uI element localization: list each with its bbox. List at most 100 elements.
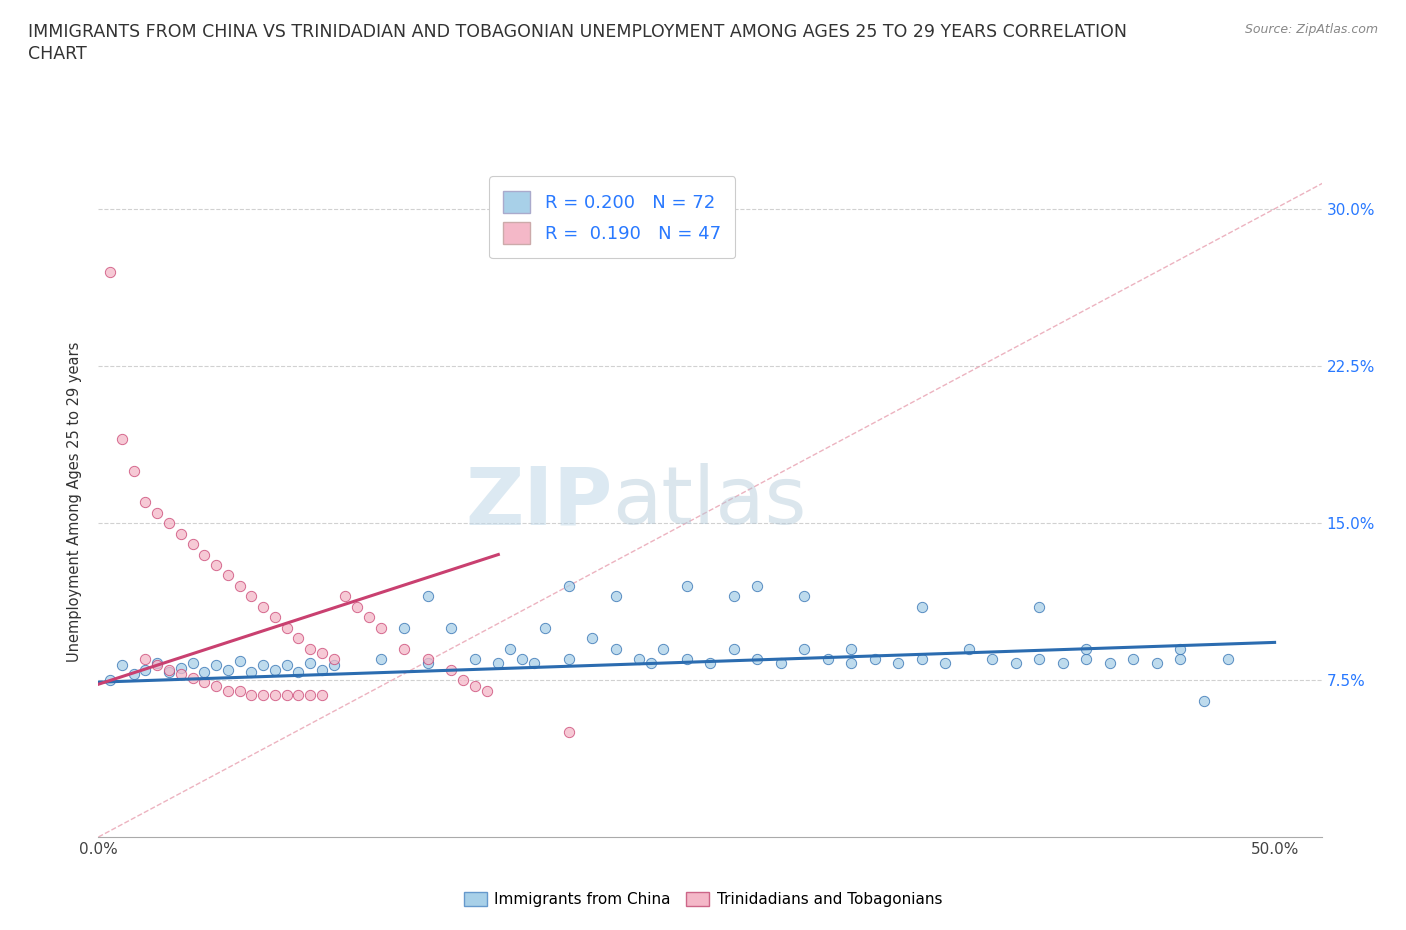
- Point: [134, 652, 156, 667]
- Point: [146, 658, 169, 673]
- Point: [98, 672, 121, 687]
- Point: [1098, 656, 1121, 671]
- Text: Source: ZipAtlas.com: Source: ZipAtlas.com: [1244, 23, 1378, 36]
- Point: [675, 578, 697, 593]
- Point: [217, 662, 239, 677]
- Point: [287, 631, 309, 645]
- Point: [122, 667, 145, 682]
- Point: [322, 652, 344, 667]
- Point: [228, 578, 250, 593]
- Point: [111, 432, 134, 447]
- Point: [134, 495, 156, 510]
- Point: [793, 589, 815, 604]
- Point: [486, 656, 509, 671]
- Point: [181, 671, 204, 685]
- Point: [263, 662, 285, 677]
- Point: [558, 652, 581, 667]
- Point: [252, 600, 274, 615]
- Point: [887, 656, 910, 671]
- Point: [451, 672, 474, 687]
- Point: [181, 537, 204, 551]
- Point: [228, 683, 250, 698]
- Point: [1076, 652, 1098, 667]
- Point: [464, 679, 486, 694]
- Point: [675, 652, 697, 667]
- Point: [299, 656, 322, 671]
- Point: [134, 662, 156, 677]
- Point: [1192, 694, 1215, 709]
- Point: [863, 652, 886, 667]
- Point: [263, 610, 285, 625]
- Point: [98, 265, 121, 280]
- Point: [475, 683, 498, 698]
- Point: [311, 662, 333, 677]
- Point: [157, 664, 180, 679]
- Point: [240, 687, 263, 702]
- Point: [252, 687, 274, 702]
- Point: [745, 652, 768, 667]
- Point: [558, 725, 581, 740]
- Point: [170, 526, 193, 541]
- Point: [793, 642, 815, 657]
- Point: [723, 589, 745, 604]
- Point: [276, 687, 298, 702]
- Point: [170, 660, 193, 675]
- Point: [605, 642, 627, 657]
- Point: [1076, 642, 1098, 657]
- Point: [392, 642, 416, 657]
- Point: [335, 589, 357, 604]
- Point: [146, 505, 169, 520]
- Point: [723, 642, 745, 657]
- Point: [839, 656, 862, 671]
- Point: [416, 652, 439, 667]
- Point: [440, 662, 463, 677]
- Point: [1052, 656, 1074, 671]
- Point: [1216, 652, 1239, 667]
- Point: [205, 658, 228, 673]
- Point: [699, 656, 721, 671]
- Point: [769, 656, 792, 671]
- Point: [1170, 642, 1192, 657]
- Point: [287, 687, 309, 702]
- Point: [263, 687, 285, 702]
- Point: [346, 600, 368, 615]
- Text: IMMIGRANTS FROM CHINA VS TRINIDADIAN AND TOBAGONIAN UNEMPLOYMENT AMONG AGES 25 T: IMMIGRANTS FROM CHINA VS TRINIDADIAN AND…: [28, 23, 1128, 41]
- Point: [276, 658, 298, 673]
- Point: [122, 463, 145, 478]
- Point: [252, 658, 274, 673]
- Point: [558, 578, 581, 593]
- Text: ZIP: ZIP: [465, 463, 612, 541]
- Point: [276, 620, 298, 635]
- Point: [510, 652, 533, 667]
- Point: [416, 656, 439, 671]
- Point: [299, 687, 322, 702]
- Point: [370, 620, 392, 635]
- Point: [981, 652, 1004, 667]
- Point: [1028, 600, 1050, 615]
- Point: [1146, 656, 1168, 671]
- Y-axis label: Unemployment Among Ages 25 to 29 years: Unemployment Among Ages 25 to 29 years: [67, 342, 83, 662]
- Point: [499, 642, 522, 657]
- Point: [370, 652, 392, 667]
- Point: [240, 664, 263, 679]
- Point: [416, 589, 439, 604]
- Point: [464, 652, 486, 667]
- Point: [311, 687, 333, 702]
- Point: [157, 662, 180, 677]
- Point: [1028, 652, 1050, 667]
- Legend: Immigrants from China, Trinidadians and Tobagonians: Immigrants from China, Trinidadians and …: [458, 885, 948, 913]
- Point: [228, 654, 250, 669]
- Point: [193, 547, 215, 562]
- Point: [311, 645, 333, 660]
- Point: [217, 683, 239, 698]
- Point: [1170, 652, 1192, 667]
- Point: [839, 642, 862, 657]
- Legend: R = 0.200   N = 72, R =  0.190   N = 47: R = 0.200 N = 72, R = 0.190 N = 47: [489, 177, 735, 259]
- Point: [240, 589, 263, 604]
- Point: [581, 631, 603, 645]
- Point: [193, 675, 215, 690]
- Point: [1122, 652, 1144, 667]
- Point: [628, 652, 651, 667]
- Point: [745, 578, 768, 593]
- Point: [111, 658, 134, 673]
